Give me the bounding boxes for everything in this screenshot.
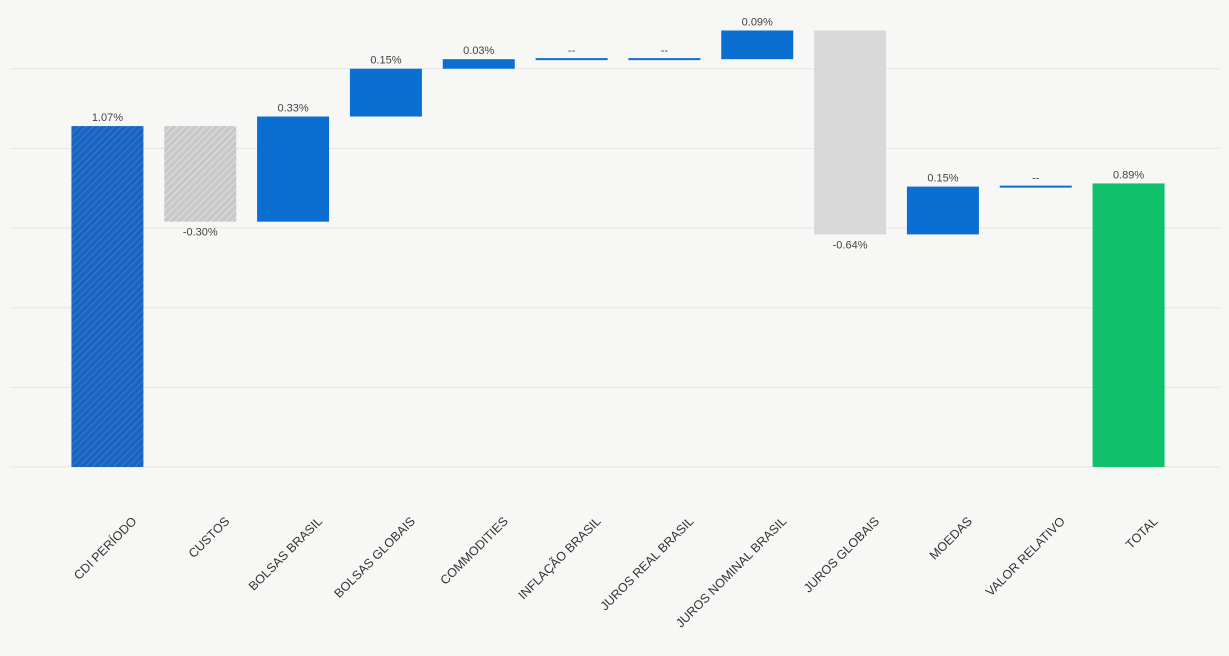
x-tick-label: TOTAL <box>1123 514 1161 552</box>
value-label: 0.03% <box>463 45 494 57</box>
value-label: -- <box>568 45 576 57</box>
x-tick-label: CUSTOS <box>186 514 233 561</box>
x-tick-label: VALOR RELATIVO <box>983 514 1068 599</box>
x-tick-label: JUROS NOMINAL BRASIL <box>673 514 789 630</box>
value-label: -- <box>1032 173 1040 185</box>
value-label: 0.33% <box>277 102 308 114</box>
x-tick-label: CDI PERÍODO <box>70 513 139 582</box>
bar <box>814 30 887 235</box>
x-tick-label: JUROS GLOBAIS <box>801 514 882 595</box>
bar <box>721 30 794 60</box>
value-label: 1.07% <box>92 112 123 124</box>
bar <box>442 59 515 69</box>
value-label: -0.64% <box>833 239 868 251</box>
value-label: 0.15% <box>370 55 401 67</box>
bar <box>906 186 979 235</box>
bar <box>164 126 237 222</box>
value-label: -0.30% <box>183 227 218 239</box>
x-tick-label: COMMODITIES <box>438 514 511 587</box>
value-label: 0.15% <box>927 173 958 185</box>
bar <box>1092 183 1165 467</box>
x-tick-label: BOLSAS GLOBAIS <box>331 514 418 601</box>
value-label: -- <box>661 45 669 57</box>
x-tick-label: MOEDAS <box>927 514 975 562</box>
value-label: 0.09% <box>742 16 773 28</box>
x-tick-label: BOLSAS BRASIL <box>246 514 325 593</box>
x-tick-label: INFLAÇÃO BRASIL <box>516 514 604 602</box>
value-label: 0.89% <box>1113 169 1144 181</box>
x-tick-label: JUROS REAL BRASIL <box>598 514 697 613</box>
bar <box>349 68 422 117</box>
bar <box>71 126 144 467</box>
bar <box>257 116 330 222</box>
